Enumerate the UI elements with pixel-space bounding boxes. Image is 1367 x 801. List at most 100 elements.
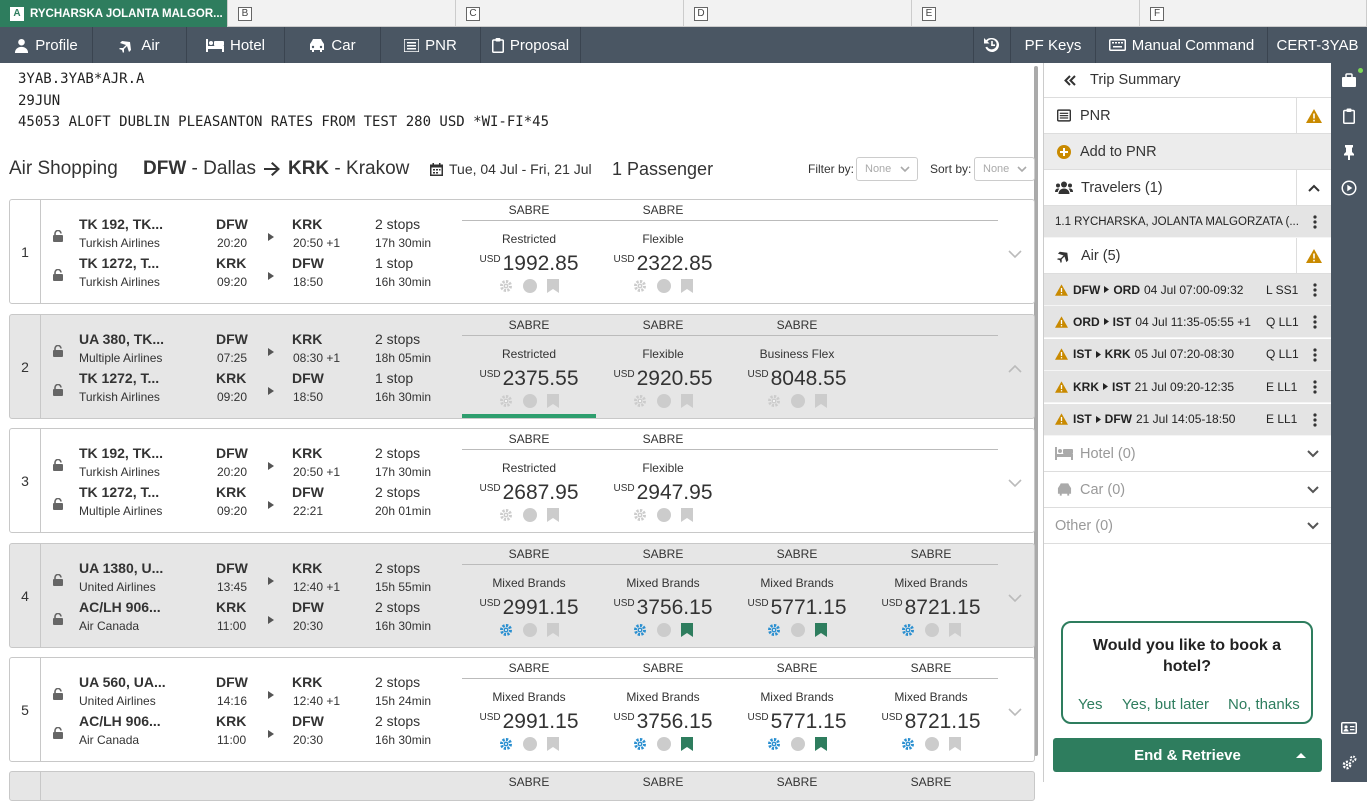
fare-option[interactable]: SABRE Mixed Brands USD5771.15 — [730, 658, 864, 761]
fare-option[interactable]: SABRE Mixed Brands USD8721.15 — [864, 658, 998, 761]
proposal-button[interactable]: Proposal — [481, 27, 581, 63]
air-segment[interactable]: IST DFW 21 Jul 14:05-18:50 E LL1 — [1044, 403, 1331, 436]
circle-icon[interactable] — [523, 508, 537, 527]
session-tab-f[interactable]: F — [1140, 0, 1367, 27]
pin-icon[interactable] — [1341, 144, 1357, 160]
profile-button[interactable]: Profile — [0, 27, 93, 63]
travelers-section[interactable]: Travelers (1) — [1044, 170, 1331, 206]
fare-option[interactable]: SABRE Restricted USD1992.85 — [462, 200, 596, 303]
unlock-icon[interactable] — [52, 497, 64, 510]
car-section[interactable]: Car (0) — [1044, 472, 1331, 508]
fare-option[interactable]: SABRE Restricted USD2687.95 — [462, 429, 596, 532]
bookmark-icon[interactable] — [949, 623, 961, 642]
gear-icon[interactable] — [499, 623, 513, 642]
fare-option[interactable]: SABRE Flexible USD2322.85 — [596, 200, 730, 303]
results-scrollbar[interactable] — [1034, 66, 1038, 756]
travel-dates[interactable]: Tue, 04 Jul - Fri, 21 Jul — [430, 153, 592, 185]
kebab-menu-icon[interactable] — [1313, 380, 1317, 394]
hotel-no-button[interactable]: No, thanks — [1228, 696, 1300, 713]
chevron-down-icon[interactable] — [1008, 475, 1022, 488]
cogs-icon[interactable] — [1341, 755, 1357, 771]
sort-select[interactable]: None — [974, 157, 1035, 181]
gear-icon[interactable] — [499, 737, 513, 756]
session-tab-c[interactable]: C — [456, 0, 684, 27]
unlock-icon[interactable] — [52, 383, 64, 396]
stops-count[interactable]: 1 stop — [375, 255, 414, 271]
gear-icon[interactable] — [901, 737, 915, 756]
flight-result-row[interactable]: 2 UA 380, TK... Multiple Airlines DFW 07:25 K… — [9, 314, 1035, 419]
gear-icon[interactable] — [499, 279, 513, 298]
circle-icon[interactable] — [657, 279, 671, 298]
gear-icon[interactable] — [633, 279, 647, 298]
fare-option[interactable]: SABRE Restricted USD2375.55 — [462, 315, 596, 418]
hotel-button[interactable]: Hotel — [187, 27, 285, 63]
session-tab-a[interactable]: A RYCHARSKA JOLANTA MALGOR... — [0, 0, 228, 27]
gear-icon[interactable] — [767, 623, 781, 642]
bookmark-icon[interactable] — [681, 737, 693, 756]
gear-icon[interactable] — [633, 623, 647, 642]
filter-select[interactable]: None — [856, 157, 918, 181]
circle-icon[interactable] — [791, 623, 805, 642]
stops-count[interactable]: 2 stops — [375, 713, 421, 729]
unlock-icon[interactable] — [52, 612, 64, 625]
unlock-icon[interactable] — [52, 726, 64, 739]
stops-count[interactable]: 2 stops — [375, 331, 421, 347]
gear-icon[interactable] — [499, 508, 513, 527]
cert-button[interactable]: CERT-3YAB — [1268, 27, 1367, 63]
bookmark-icon[interactable] — [547, 279, 559, 298]
trip-summary-header[interactable]: Trip Summary — [1044, 63, 1331, 98]
flight-result-row[interactable]: 3 TK 192, TK... Turkish Airlines DFW 20:20 KR… — [9, 428, 1035, 533]
id-card-icon[interactable] — [1341, 720, 1357, 736]
gear-icon[interactable] — [633, 508, 647, 527]
travelers-collapse[interactable] — [1296, 170, 1331, 206]
end-retrieve-button[interactable]: End & Retrieve — [1053, 738, 1322, 772]
hotel-yes-button[interactable]: Yes — [1078, 696, 1103, 713]
manual-command-button[interactable]: Manual Command — [1096, 27, 1268, 63]
bookmark-icon[interactable] — [547, 394, 559, 413]
air-button[interactable]: Air — [93, 27, 187, 63]
circle-icon[interactable] — [925, 737, 939, 756]
fare-option[interactable]: SABRE Mixed Brands USD2991.15 — [462, 658, 596, 761]
circle-icon[interactable] — [791, 394, 805, 413]
kebab-menu-icon[interactable] — [1313, 348, 1317, 362]
bookmark-icon[interactable] — [681, 623, 693, 642]
chevron-down-icon[interactable] — [1008, 704, 1022, 717]
car-button[interactable]: Car — [285, 27, 381, 63]
fare-option[interactable]: SABRE Flexible USD2920.55 — [596, 315, 730, 418]
unlock-icon[interactable] — [52, 687, 64, 700]
air-segment[interactable]: DFW ORD 04 Jul 07:00-09:32 L SS1 — [1044, 274, 1331, 306]
flight-result-row[interactable]: 5 UA 560, UA... United Airlines DFW 14:16 KRK… — [9, 657, 1035, 762]
circle-icon[interactable] — [523, 737, 537, 756]
briefcase-icon[interactable] — [1341, 72, 1357, 88]
fare-option[interactable]: SABRE Mixed Brands USD3756.15 — [596, 544, 730, 647]
fare-option[interactable]: SABRE Business Flex USD8048.55 — [730, 315, 864, 418]
unlock-icon[interactable] — [52, 268, 64, 281]
circle-icon[interactable] — [657, 508, 671, 527]
circle-icon[interactable] — [925, 623, 939, 642]
bookmark-icon[interactable] — [547, 737, 559, 756]
fare-option[interactable]: SABRE Mixed Brands USD8721.15 — [864, 544, 998, 647]
hotel-later-button[interactable]: Yes, but later — [1122, 696, 1210, 713]
unlock-icon[interactable] — [52, 458, 64, 471]
fare-option[interactable]: SABRE Flexible USD2947.95 — [596, 429, 730, 532]
unlock-icon[interactable] — [52, 344, 64, 357]
unlock-icon[interactable] — [52, 573, 64, 586]
circle-icon[interactable] — [657, 623, 671, 642]
fare-option[interactable]: SABRE Mixed Brands USD2991.15 — [462, 544, 596, 647]
kebab-menu-icon[interactable] — [1313, 215, 1317, 229]
other-section[interactable]: Other (0) — [1044, 508, 1331, 544]
gear-icon[interactable] — [499, 394, 513, 413]
clipboard-icon[interactable] — [1341, 108, 1357, 124]
pf-keys-button[interactable]: PF Keys — [1011, 27, 1096, 63]
stops-count[interactable]: 2 stops — [375, 599, 421, 615]
bookmark-icon[interactable] — [681, 279, 693, 298]
stops-count[interactable]: 2 stops — [375, 560, 421, 576]
add-to-pnr-button[interactable]: Add to PNR — [1044, 134, 1331, 170]
stops-count[interactable]: 1 stop — [375, 370, 414, 386]
bookmark-icon[interactable] — [815, 623, 827, 642]
circle-icon[interactable] — [523, 623, 537, 642]
stops-count[interactable]: 2 stops — [375, 445, 421, 461]
hotel-section[interactable]: Hotel (0) — [1044, 436, 1331, 472]
fare-option[interactable]: SABRE Mixed Brands USD3756.15 — [596, 658, 730, 761]
fare-option[interactable]: SABRE Mixed Brands USD5771.15 — [730, 544, 864, 647]
